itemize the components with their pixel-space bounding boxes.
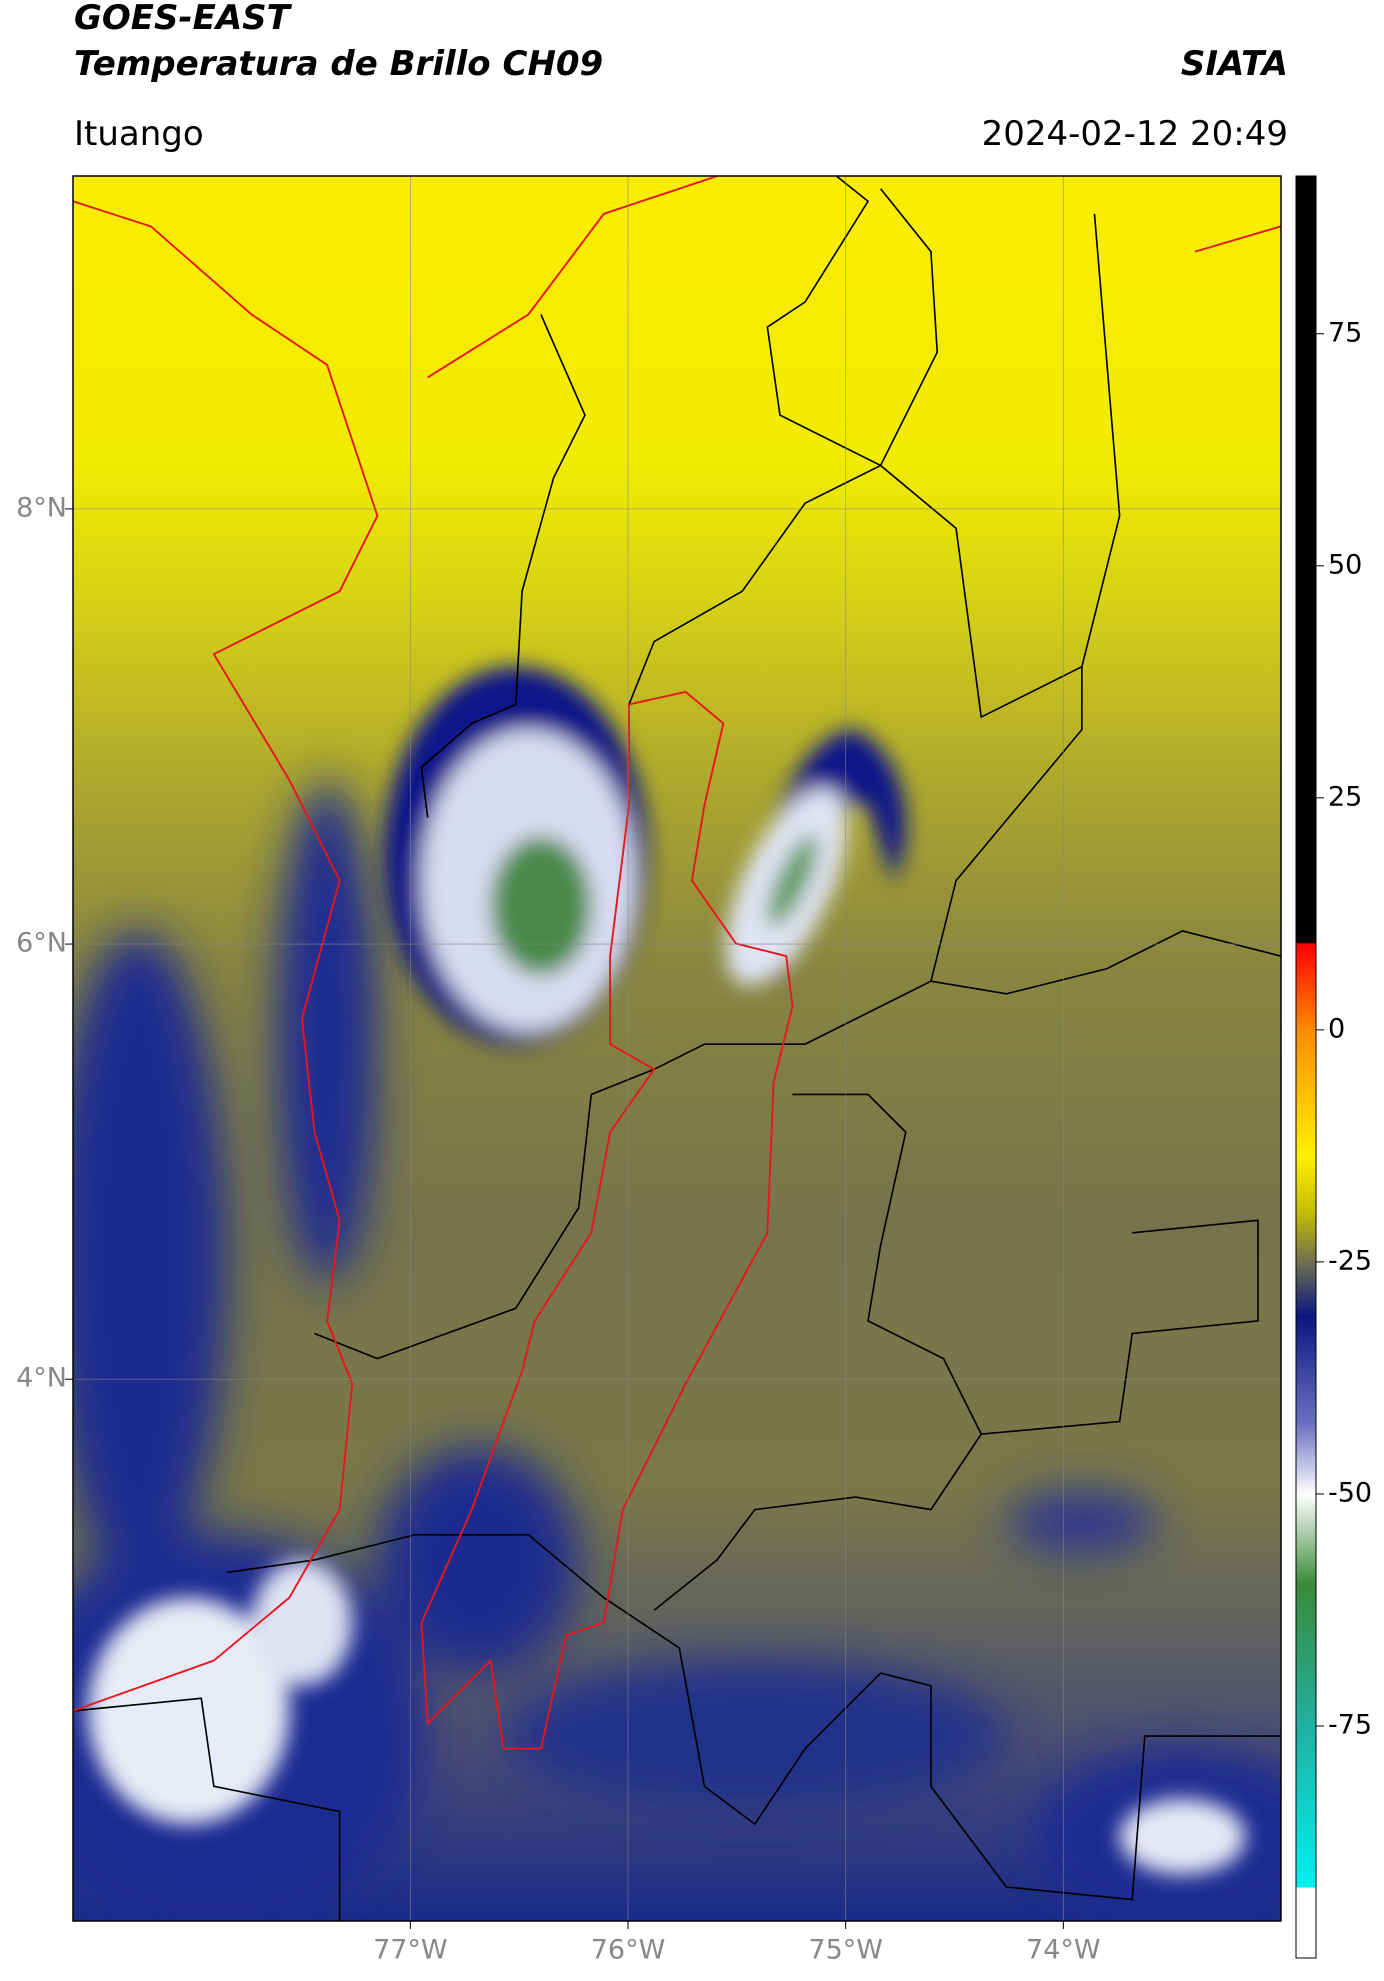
colorbar-tick-label: -50 <box>1328 1477 1372 1508</box>
colorbar-tick-label: 75 <box>1328 317 1362 348</box>
location: Ituango <box>74 114 204 154</box>
colorbar-tick-label: 0 <box>1328 1013 1345 1044</box>
colorbar-tick-label: -25 <box>1328 1245 1372 1276</box>
x-tick-label: 77°W <box>373 1935 448 1966</box>
map-frame <box>72 175 1282 1922</box>
subtitle: Temperatura de Brillo CH09 <box>74 44 604 84</box>
title: GOES-EAST <box>74 0 290 38</box>
x-tick-label: 74°W <box>1026 1935 1101 1966</box>
brand: SIATA <box>1180 44 1288 84</box>
colorbar-tick-label: 25 <box>1328 781 1362 812</box>
x-tick-label: 75°W <box>808 1935 883 1966</box>
satellite-image <box>73 176 1281 1921</box>
y-tick-label: 8°N <box>16 492 67 523</box>
colorbar-tick-label: -75 <box>1328 1709 1372 1740</box>
timestamp: 2024-02-12 20:49 <box>981 114 1288 154</box>
x-tick-label: 76°W <box>591 1935 666 1966</box>
colorbar <box>1295 175 1317 1959</box>
y-tick-label: 4°N <box>16 1363 67 1394</box>
colorbar-tick-label: 50 <box>1328 549 1362 580</box>
y-tick-label: 6°N <box>16 928 67 959</box>
